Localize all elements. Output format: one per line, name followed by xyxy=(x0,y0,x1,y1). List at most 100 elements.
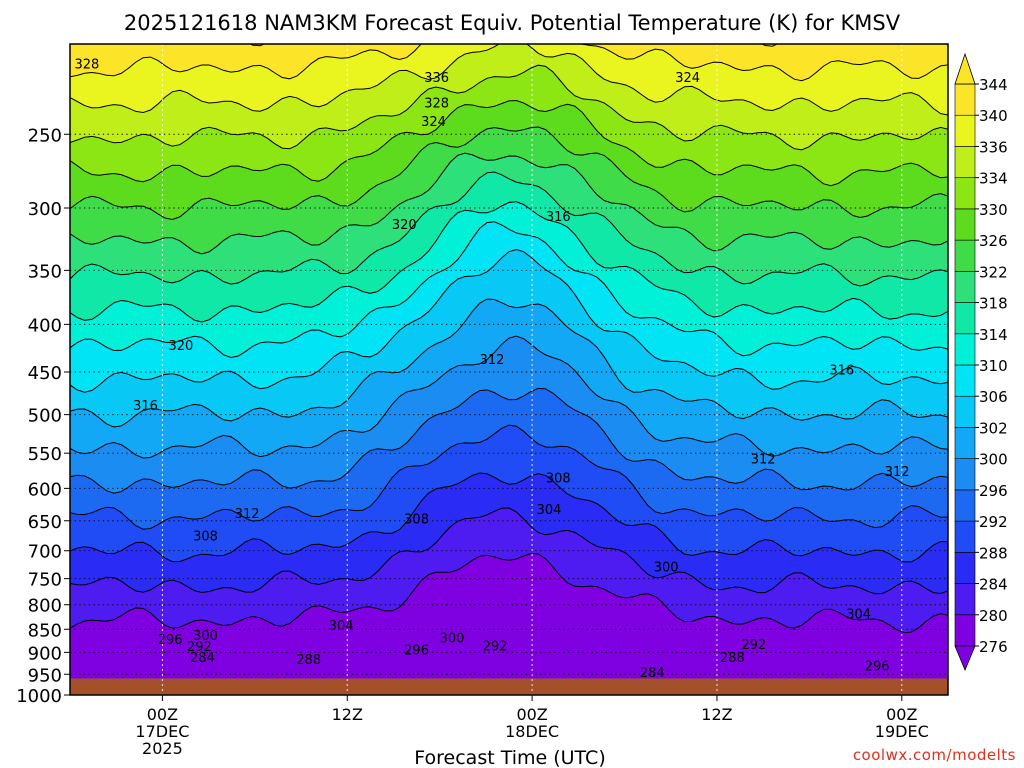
time-gridlines xyxy=(161,44,903,695)
contour-label-text: 312 xyxy=(235,507,260,522)
y-tick-label-1000: 1000 xyxy=(16,686,62,707)
y-tick-label-700: 700 xyxy=(28,542,62,563)
colorbar-label-280: 280 xyxy=(979,607,1008,625)
x-tick-label: 00Z xyxy=(886,705,917,724)
contour-310 xyxy=(70,221,948,359)
y-tick-label-850: 850 xyxy=(28,620,62,641)
colorbar-label-284: 284 xyxy=(979,576,1008,594)
pressure-gridlines xyxy=(70,133,948,695)
colorbar-label-314: 314 xyxy=(979,326,1008,344)
contour-label-288: 288 xyxy=(296,653,321,668)
contour-label-text: 308 xyxy=(546,471,571,486)
colorbar-segment xyxy=(954,458,976,491)
x-tick-label: 2025 xyxy=(142,739,183,758)
y-tick-label-350: 350 xyxy=(28,261,62,282)
contour-label-336: 336 xyxy=(424,71,449,86)
contour-label-text: 304 xyxy=(846,608,871,623)
contour-label-312: 312 xyxy=(480,353,505,368)
contour-284 xyxy=(70,507,948,595)
contour-label-292: 292 xyxy=(742,638,767,653)
x-tick-label: 00Z xyxy=(147,705,178,724)
contour-label-300: 300 xyxy=(654,561,679,576)
contour-label-288: 288 xyxy=(720,651,745,666)
colorbar-label-318: 318 xyxy=(979,295,1008,313)
contour-label-324: 324 xyxy=(421,115,446,130)
colorbar-label-302: 302 xyxy=(979,419,1008,437)
colorbar: 276 280 284 288 292 296 300 302 306 310 314 318 322 3… xyxy=(954,52,1008,672)
colorbar-label-330: 330 xyxy=(979,201,1008,219)
contour-280 xyxy=(70,552,948,634)
contour-label-text: 304 xyxy=(329,619,354,634)
x-tick-label: 12Z xyxy=(701,705,732,724)
contour-label-text: 324 xyxy=(421,115,446,130)
contour-label-312: 312 xyxy=(751,452,776,467)
contour-label-text: 312 xyxy=(751,452,776,467)
y-tick-label-250: 250 xyxy=(28,125,62,146)
y-tick-label-800: 800 xyxy=(28,596,62,617)
contour-label-text: 312 xyxy=(480,353,505,368)
contour-336 xyxy=(70,44,948,116)
contour-label-308: 308 xyxy=(546,471,571,486)
contour-314 xyxy=(70,201,948,323)
contour-label-296: 296 xyxy=(865,660,890,675)
theta-e-field xyxy=(70,44,948,695)
contour-label-316: 316 xyxy=(546,210,571,225)
colorbar-segment xyxy=(954,114,976,147)
contour-label-text: 288 xyxy=(720,651,745,666)
contour-label-text: 300 xyxy=(193,629,218,644)
site-credit: coolwx.com/modelts xyxy=(852,746,1016,764)
y-tick-label-600: 600 xyxy=(28,479,62,500)
contour-label-304: 304 xyxy=(329,619,354,634)
contour-label-316: 316 xyxy=(829,363,854,378)
contour-330 xyxy=(70,99,948,187)
colorbar-label-296: 296 xyxy=(979,482,1008,500)
colorbar-label-288: 288 xyxy=(979,544,1008,562)
contour-label-284: 284 xyxy=(190,651,215,666)
contour-label-text: 320 xyxy=(168,339,193,354)
colorbar-extend-bottom xyxy=(954,645,976,672)
contour-label-308: 308 xyxy=(193,529,218,544)
contour-label-328: 328 xyxy=(75,58,100,73)
colorbar-label-276: 276 xyxy=(979,638,1008,656)
contour-label-text: 296 xyxy=(865,660,890,675)
colorbar-label-322: 322 xyxy=(979,263,1008,281)
contour-label-328: 328 xyxy=(424,96,449,111)
contour-label-296: 296 xyxy=(158,633,183,648)
colorbar-label-292: 292 xyxy=(979,513,1008,531)
contour-326 xyxy=(70,126,948,221)
x-tick-label: 00Z xyxy=(516,705,547,724)
contour-label-312: 312 xyxy=(885,465,910,480)
contour-label-text: 292 xyxy=(187,640,212,655)
contour-label-text: 316 xyxy=(829,363,854,378)
y-tick-label-750: 750 xyxy=(28,570,62,591)
colorbar-label-344: 344 xyxy=(979,76,1008,94)
contour-label-300: 300 xyxy=(440,631,465,646)
y-tick-label-550: 550 xyxy=(28,444,62,465)
contour-label-304: 304 xyxy=(537,503,562,518)
contour-label-284: 284 xyxy=(640,666,665,681)
contour-label-304: 304 xyxy=(846,608,871,623)
contour-322 xyxy=(70,152,948,255)
colorbar-segment xyxy=(954,427,976,459)
colorbar-extend-top xyxy=(954,52,976,85)
contour-334 xyxy=(70,64,948,151)
contour-label-296: 296 xyxy=(404,644,429,659)
colorbar-segment xyxy=(954,489,976,522)
x-tick-label: 19DEC xyxy=(875,722,929,741)
colorbar-label-336: 336 xyxy=(979,138,1008,156)
contour-label-text: 284 xyxy=(640,666,665,681)
contour-label-text: 324 xyxy=(675,71,700,86)
contour-288 xyxy=(70,472,948,563)
contour-label-312: 312 xyxy=(235,507,260,522)
colorbar-label-334: 334 xyxy=(979,170,1008,188)
y-tick-label-450: 450 xyxy=(28,363,62,384)
contour-label-text: 300 xyxy=(654,561,679,576)
y-tick-label-650: 650 xyxy=(28,512,62,533)
contour-label-text: 336 xyxy=(424,71,449,86)
contour-label-text: 304 xyxy=(537,503,562,518)
colorbar-segment xyxy=(954,302,976,335)
colorbar-segment xyxy=(954,583,976,616)
x-tick-label: 18DEC xyxy=(505,722,559,741)
contour-label-text: 308 xyxy=(404,512,429,527)
contour-300 xyxy=(70,335,948,459)
